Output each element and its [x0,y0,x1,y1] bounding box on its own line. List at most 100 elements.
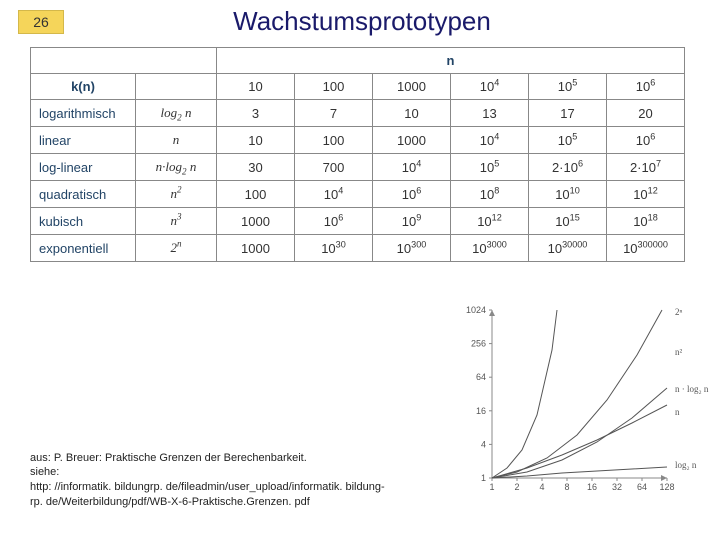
table-cell: 104 [295,181,373,208]
x-tick: 64 [637,482,647,492]
table-cell: 1000 [217,235,295,262]
table-cell: 17 [529,100,607,127]
curve-label: n² [675,347,683,357]
x-tick: 16 [587,482,597,492]
row-label: exponentiell [31,235,136,262]
curve-label: n · log₂ n [675,384,709,394]
slide-header: 26 Wachstumsprototypen [0,0,720,37]
table-cell: 700 [295,154,373,181]
y-tick: 256 [471,339,486,349]
table-cell: 1012 [607,181,685,208]
table-cell: 109 [373,208,451,235]
curve [492,310,557,478]
kn-header: k(n) [31,74,136,100]
row-function: n3 [136,208,217,235]
table-cell: 106 [607,127,685,154]
x-tick: 128 [659,482,674,492]
slide-number: 26 [33,14,49,30]
row-label: log-linear [31,154,136,181]
n-header: n [217,48,685,74]
x-tick: 1 [489,482,494,492]
table-cell: 1012 [451,208,529,235]
chart-svg: 1 2 4 8 16 32 64 128 1 4 16 64 256 1024 2ⁿ n² n · log₂ n… [457,300,712,520]
table-cell: 10300 [373,235,451,262]
table-cell: 108 [451,181,529,208]
table-cell: 1015 [529,208,607,235]
table-cell: 105 [529,127,607,154]
curve [492,467,667,478]
fn-header-blank [136,74,217,100]
table-body: logarithmischlog2 n3710131720linearn1010… [31,100,685,262]
row-function: n·log2 n [136,154,217,181]
curve-label: 2ⁿ [675,307,683,317]
x-tick: 8 [564,482,569,492]
x-tick: 32 [612,482,622,492]
table-cell: 13 [451,100,529,127]
table-head: n k(n) 101001000104105106 [31,48,685,100]
table-cell: 1000 [217,208,295,235]
table-cell: 20 [607,100,685,127]
citation-line: http: //informatik. bildungrp. de/filead… [30,480,385,495]
row-function: n [136,127,217,154]
table-cell: 3 [217,100,295,127]
slide-title: Wachstumsprototypen [64,6,720,37]
y-tick: 4 [481,439,486,449]
y-tick: 1 [481,473,486,483]
table-cell: 7 [295,100,373,127]
curve-label: log₂ n [675,460,697,470]
table-cell: 2·107 [607,154,685,181]
curve [492,405,667,478]
growth-chart: 1 2 4 8 16 32 64 128 1 4 16 64 256 1024 2ⁿ n² n · log₂ n… [457,300,712,520]
content-area: nk(n)101001000104105106 logarithmischlog… [0,37,720,262]
table-row: logarithmischlog2 n3710131720 [31,100,685,127]
table-cell: 104 [451,127,529,154]
table-row: quadratischn210010410610810101012 [31,181,685,208]
row-label: kubisch [31,208,136,235]
curve [492,388,667,478]
table-cell: 1000 [373,127,451,154]
table-row: kubischn31000106109101210151018 [31,208,685,235]
table-row: exponentiell2n10001030103001030001030000… [31,235,685,262]
table-cell: 105 [451,154,529,181]
column-header: 100 [295,74,373,100]
table-cell: 103000 [451,235,529,262]
row-label: logarithmisch [31,100,136,127]
column-header: 1000 [373,74,451,100]
table-row: log-linearn·log2 n307001041052·1062·107 [31,154,685,181]
table-cell: 100 [295,127,373,154]
row-label: linear [31,127,136,154]
citation-line: rp. de/Weiterbildung/pdf/WB-X-6-Praktisc… [30,495,385,510]
table-row: linearn101001000104105106 [31,127,685,154]
table-corner [31,48,217,74]
column-header: 104 [451,74,529,100]
table-cell: 2·106 [529,154,607,181]
column-header: 106 [607,74,685,100]
table-cell: 1018 [607,208,685,235]
growth-table: nk(n)101001000104105106 logarithmischlog… [30,47,685,262]
x-tick: 4 [539,482,544,492]
table-cell: 1030000 [529,235,607,262]
slide-number-box: 26 [18,10,64,34]
column-header: 105 [529,74,607,100]
row-function: 2n [136,235,217,262]
x-tick: 2 [514,482,519,492]
curve-label: n [675,407,680,417]
citation-line: aus: P. Breuer: Praktische Grenzen der B… [30,451,385,466]
citation-line: siehe: [30,465,385,480]
citation-block: aus: P. Breuer: Praktische Grenzen der B… [30,451,385,510]
table-cell: 10300000 [607,235,685,262]
y-tick: 16 [476,406,486,416]
table-cell: 10 [217,127,295,154]
table-cell: 1010 [529,181,607,208]
table-cell: 10 [373,100,451,127]
table-cell: 30 [217,154,295,181]
y-tick: 1024 [466,305,486,315]
column-header: 10 [217,74,295,100]
row-function: n2 [136,181,217,208]
y-tick: 64 [476,372,486,382]
table-cell: 1030 [295,235,373,262]
table-cell: 104 [373,154,451,181]
row-function: log2 n [136,100,217,127]
table-cell: 106 [295,208,373,235]
table-cell: 106 [373,181,451,208]
